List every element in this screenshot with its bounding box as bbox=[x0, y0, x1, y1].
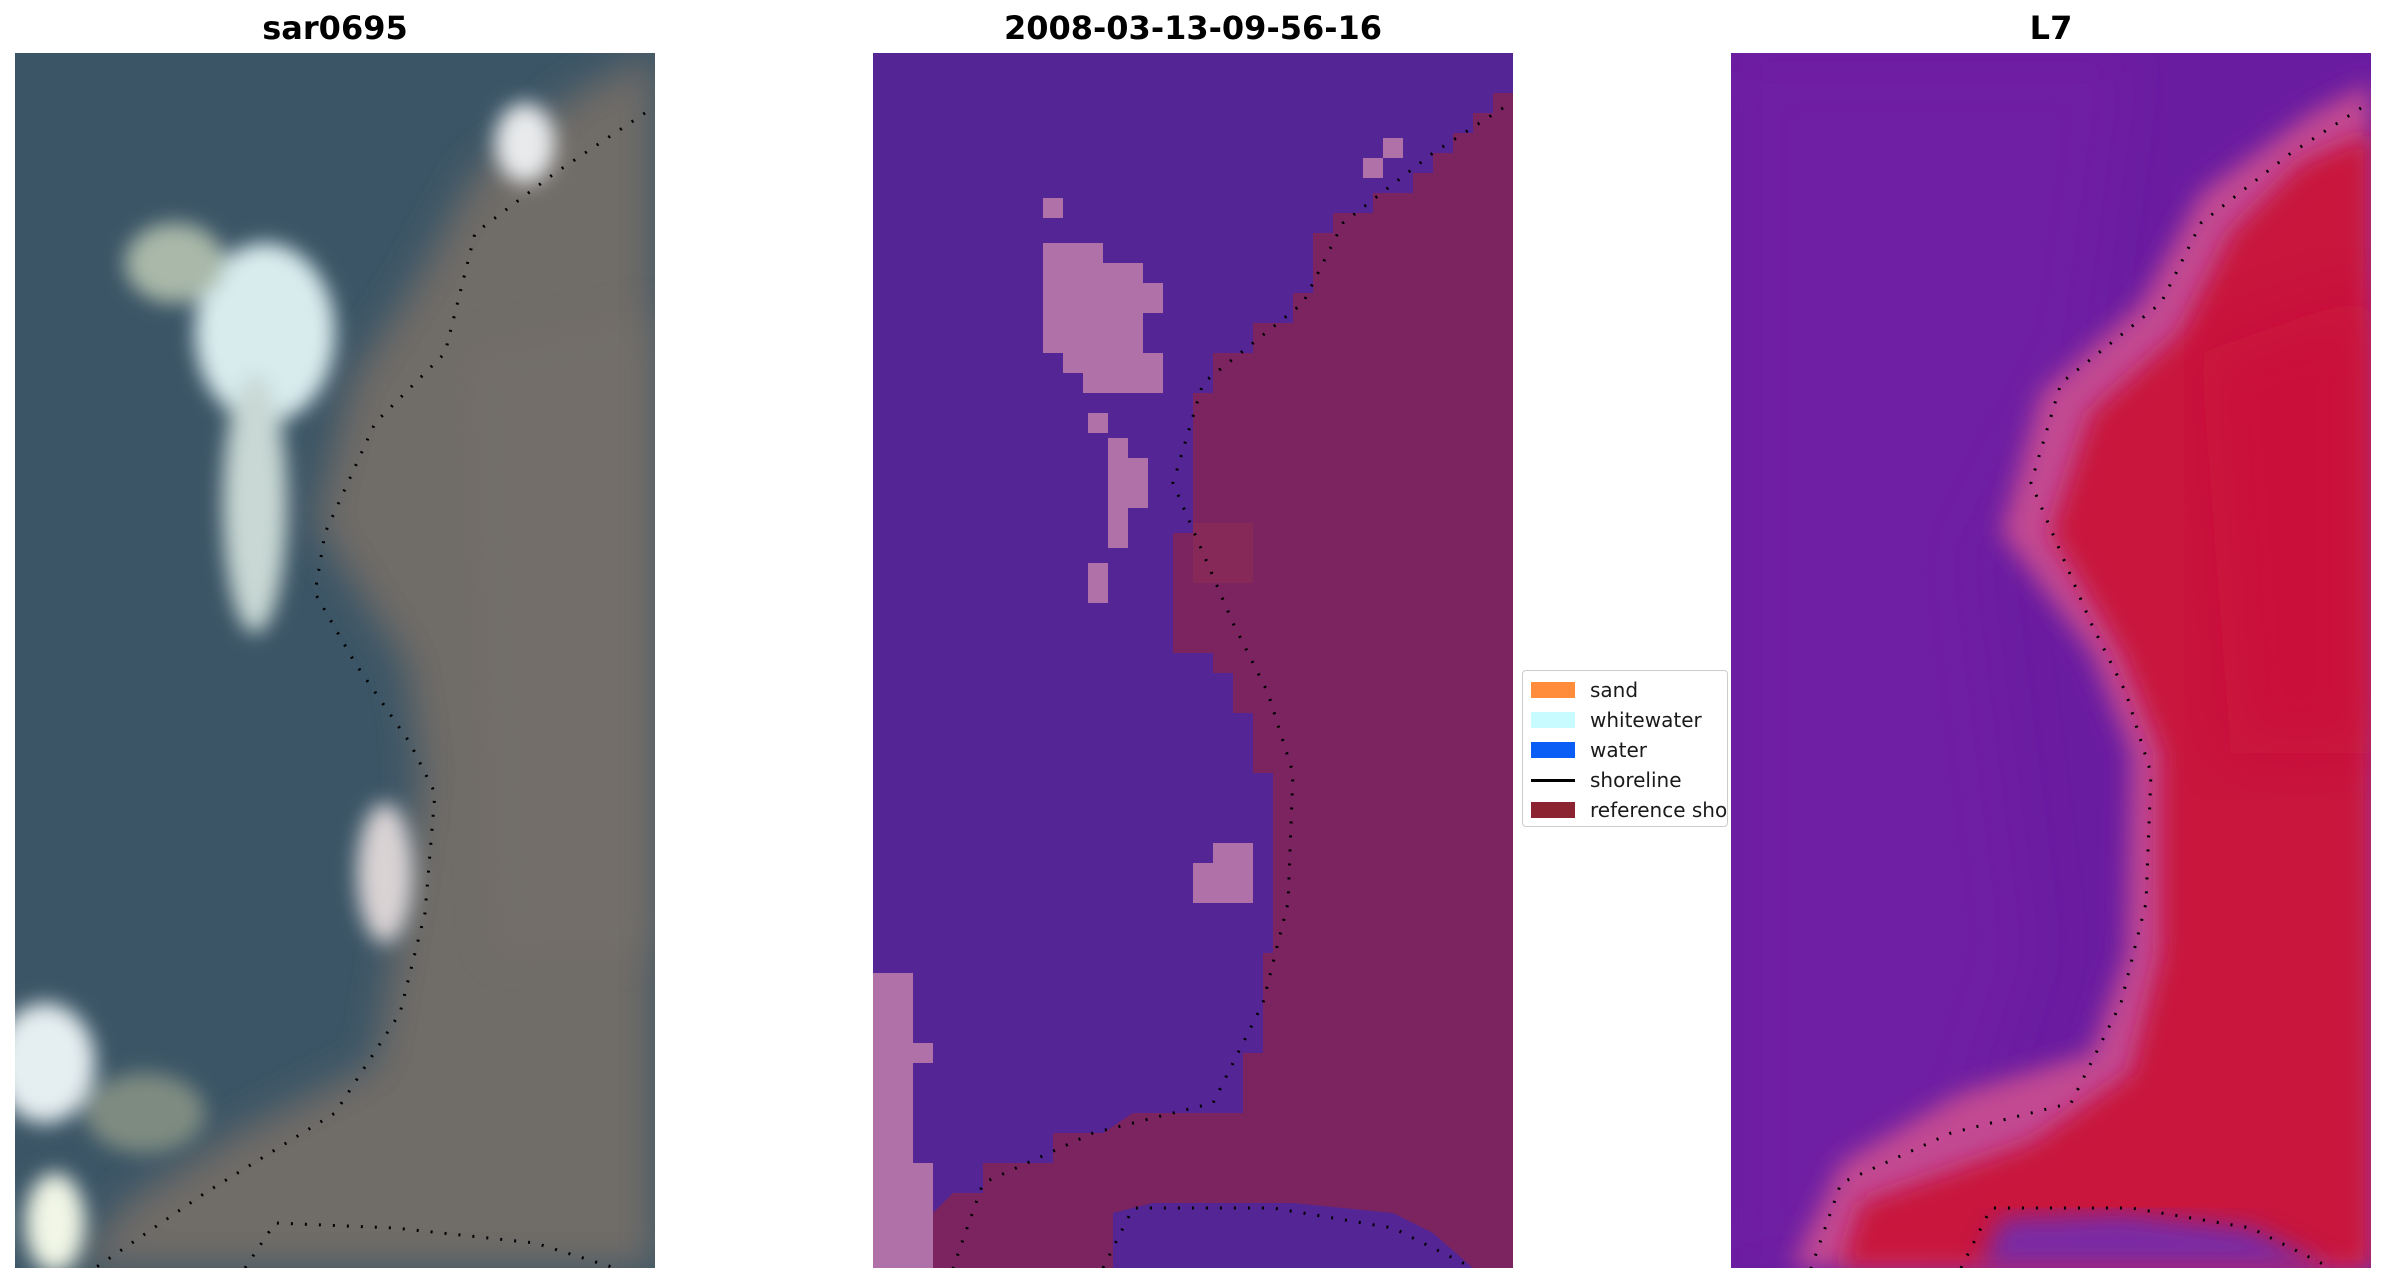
legend-swatch-sand bbox=[1531, 682, 1575, 698]
legend-item-sand: sand bbox=[1531, 679, 1638, 701]
legend-item-reference-shoreline: reference shoreline bbox=[1531, 798, 1728, 822]
legend-swatch-water bbox=[1531, 742, 1575, 758]
class-shoreline bbox=[951, 106, 1504, 1268]
index-image bbox=[1731, 53, 2371, 1268]
class-water-pocket bbox=[1113, 1203, 1473, 1268]
legend-label-reference-shoreline: reference shoreline bbox=[1590, 798, 1728, 822]
rgb-satellite-image bbox=[15, 53, 655, 1268]
class-whitewater-patches bbox=[873, 138, 1403, 1268]
classification-panel bbox=[873, 53, 1513, 1268]
rgb-image-panel bbox=[15, 53, 655, 1268]
legend-label-sand: sand bbox=[1590, 678, 1639, 702]
legend-label-water: water bbox=[1590, 738, 1647, 762]
legend-item-water: water bbox=[1531, 739, 1647, 761]
legend-label-shoreline: shoreline bbox=[1590, 768, 1682, 792]
legend-item-shoreline: shoreline bbox=[1531, 769, 1682, 791]
legend-line-shoreline bbox=[1531, 778, 1575, 782]
index-water-pocket bbox=[1981, 1213, 2331, 1268]
legend-item-whitewater: whitewater bbox=[1531, 709, 1702, 731]
index-shoreline bbox=[1809, 106, 2362, 1268]
legend-label-whitewater: whitewater bbox=[1590, 708, 1702, 732]
legend: sand whitewater water shoreline referenc… bbox=[1522, 670, 1728, 827]
index-panel bbox=[1731, 53, 2371, 1268]
class-land-area bbox=[933, 93, 1513, 1268]
legend-swatch-reference-shoreline bbox=[1531, 802, 1575, 818]
rgb-whitewater-patches bbox=[15, 103, 555, 1268]
panel-title-classification: 2008-03-13-09-56-16 bbox=[1003, 9, 1383, 47]
classification-image bbox=[873, 53, 1513, 1268]
rgb-shoreline bbox=[94, 111, 646, 1268]
legend-swatch-whitewater bbox=[1531, 712, 1575, 728]
panel-title-index: L7 bbox=[2029, 9, 2073, 47]
panel-title-rgb: sar0695 bbox=[262, 9, 408, 47]
